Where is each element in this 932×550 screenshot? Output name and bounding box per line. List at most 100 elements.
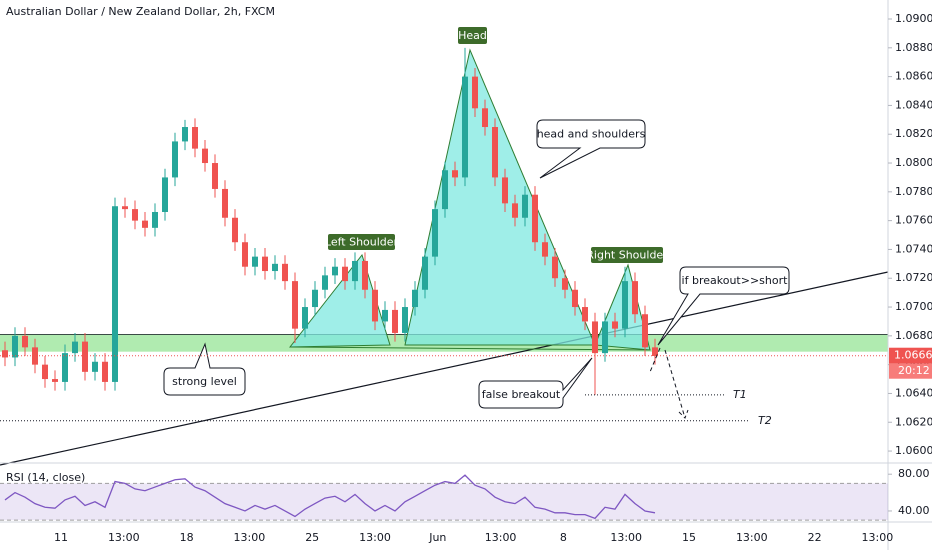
neckline (289, 346, 651, 351)
candle-body (72, 341, 78, 354)
y-tick-label: 1.08200 (895, 127, 932, 140)
candle-body (522, 194, 528, 218)
y-tick-label: 1.06400 (895, 386, 932, 399)
x-tick-label: 13:00 (862, 531, 894, 544)
candle-body (82, 341, 88, 372)
candle-body (12, 335, 18, 358)
x-tick-label: 13:00 (108, 531, 140, 544)
candle-body (272, 263, 278, 272)
candle-body (412, 289, 418, 308)
candle-body (472, 76, 478, 109)
candle-body (122, 206, 128, 210)
rsi-line (4, 474, 656, 520)
candle-body (32, 347, 38, 365)
projection-arrow (649, 347, 689, 419)
candle-body (312, 289, 318, 308)
candle-body (642, 314, 648, 348)
y-tick-label: 1.07000 (895, 300, 932, 313)
y-tick-label: 1.07600 (895, 214, 932, 227)
y-tick-label: 1.08800 (895, 41, 932, 54)
rsi-band (0, 483, 888, 521)
candle-body (132, 209, 138, 221)
candle-body (462, 76, 468, 178)
last-price-box (889, 347, 932, 364)
right-shoulder-tag (591, 247, 663, 263)
candle-body (612, 321, 618, 329)
left-shoulder-label: Left Shoulder (325, 236, 399, 249)
countdown-label: 20:12 (898, 364, 930, 377)
candle-body (602, 321, 608, 354)
y-tick-label: 1.06800 (895, 329, 932, 342)
right-shoulder-label: Right Shoulder (586, 249, 668, 262)
candle-body (232, 217, 238, 243)
candle-body (162, 177, 168, 212)
y-tick-label: 1.06000 (895, 444, 932, 457)
x-tick-label: 25 (305, 531, 319, 544)
x-tick-label: 11 (54, 531, 68, 544)
candle-body (22, 335, 28, 348)
candle-body (112, 206, 118, 382)
level-label: strong level (172, 375, 237, 388)
candle-body (262, 256, 268, 272)
candle-body (292, 281, 298, 329)
candle-body (572, 289, 578, 308)
candle-body (332, 266, 338, 276)
candle-body (182, 127, 188, 142)
y-tick-label: 1.08000 (895, 156, 932, 169)
candle-body (42, 364, 48, 380)
candle-body (62, 353, 68, 382)
candle-body (592, 321, 598, 354)
candle-body (192, 127, 198, 149)
y-tick-label: 1.07400 (895, 242, 932, 255)
y-tick-label: 1.07200 (895, 271, 932, 284)
candle-body (492, 127, 498, 178)
candle-body (372, 289, 378, 322)
countdown-box (889, 363, 932, 379)
x-tick-label: 18 (180, 531, 194, 544)
candles (2, 47, 658, 395)
candle-body (512, 203, 518, 218)
x-tick-label: 8 (560, 531, 567, 544)
candle-body (452, 170, 458, 178)
pattern-callout (536, 119, 646, 179)
candle-body (202, 148, 208, 164)
left-shoulder-tag (328, 234, 395, 250)
level-callout (163, 342, 246, 396)
y-tick-label: 1.09000 (895, 12, 932, 25)
chart-title: Australian Dollar / New Zealand Dollar, … (6, 5, 275, 18)
y-tick-label: 1.08600 (895, 70, 932, 83)
candle-body (562, 278, 568, 290)
x-tick-label: 13:00 (736, 531, 768, 544)
candle-body (382, 309, 388, 322)
rsi-y-tick-label: 40.00 (898, 504, 930, 517)
false-breakout-label: false breakout (482, 388, 561, 401)
candle-body (622, 281, 628, 329)
candle-body (242, 242, 248, 267)
rsi-title: RSI (14, close) (6, 471, 85, 484)
candle-body (502, 177, 508, 204)
candle-body (422, 256, 428, 290)
x-tick-label: 22 (808, 531, 822, 544)
target-label: T1 (733, 388, 747, 401)
plan-callout (657, 266, 790, 346)
candle-body (142, 220, 148, 228)
candle-body (342, 266, 348, 282)
plan-label: if breakout>>short (682, 274, 789, 287)
x-tick-label: Jun (428, 531, 446, 544)
trend-line (0, 271, 889, 466)
head-label: Head (458, 29, 487, 42)
candle-body (282, 263, 288, 282)
candle-body (482, 108, 488, 128)
head-tag (458, 27, 487, 44)
candle-body (302, 307, 308, 329)
candle-body (552, 256, 558, 279)
pattern-label: head and shoulders (537, 128, 646, 141)
candle-body (532, 194, 538, 243)
candle-body (252, 256, 258, 267)
candle-body (172, 141, 178, 178)
candle-body (152, 211, 158, 228)
candle-body (542, 242, 548, 257)
candle-body (432, 209, 438, 257)
x-tick-label: 13:00 (359, 531, 391, 544)
candle-body (652, 347, 658, 357)
